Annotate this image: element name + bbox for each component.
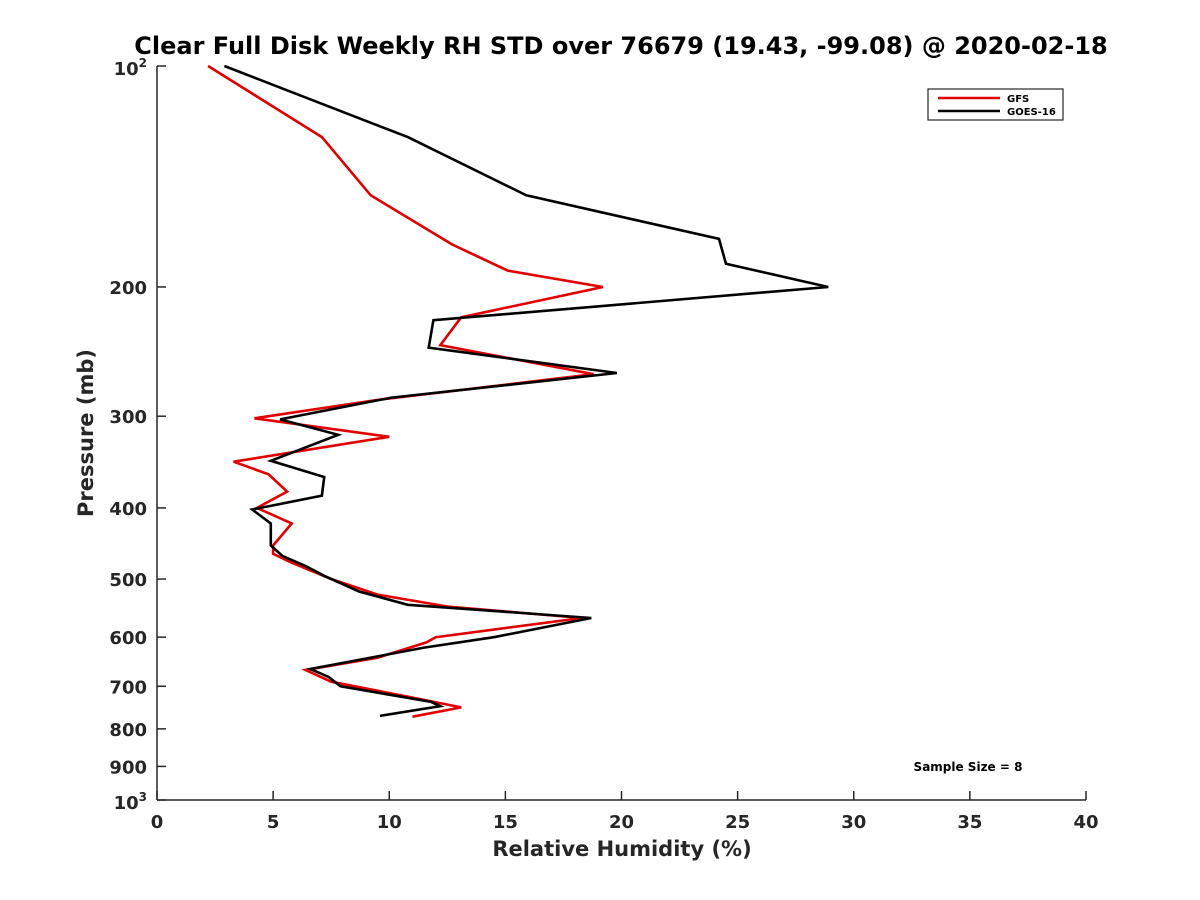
y-tick-label-exponent: 3 bbox=[139, 790, 147, 804]
x-tick-label: 0 bbox=[151, 812, 164, 833]
axes: 0 5 10 15 20 25 30 35 40102200300400500600700800… bbox=[109, 56, 1098, 833]
series-line-goes-16 bbox=[223, 64, 829, 718]
y-tick-label: 600 bbox=[109, 628, 147, 649]
x-tick-label: 25 bbox=[725, 812, 750, 833]
x-tick-label: 15 bbox=[493, 812, 518, 833]
chart-title: Clear Full Disk Weekly RH STD over 76679… bbox=[134, 32, 1107, 60]
x-tick-label: 30 bbox=[841, 812, 866, 833]
y-tick-label: 500 bbox=[109, 570, 147, 591]
series-lines bbox=[207, 64, 829, 718]
x-axis-label: Relative Humidity (%) bbox=[492, 837, 751, 861]
y-tick-label-base: 10 bbox=[114, 59, 139, 80]
legend-box bbox=[927, 88, 1064, 121]
y-tick-label: 300 bbox=[109, 407, 147, 428]
x-tick-label: 10 bbox=[377, 812, 402, 833]
y-axis-label: Pressure (mb) bbox=[74, 349, 98, 517]
y-tick-label: 103 bbox=[114, 790, 147, 814]
y-tick-label: 800 bbox=[109, 720, 147, 741]
legend: GFS GOES-16 bbox=[927, 88, 1064, 121]
y-tick-label: 102 bbox=[114, 56, 147, 80]
y-tick-label: 900 bbox=[109, 757, 147, 778]
x-tick-label: 40 bbox=[1073, 812, 1098, 833]
y-tick-label: 200 bbox=[109, 278, 147, 299]
y-tick-label-exponent: 2 bbox=[139, 56, 147, 70]
x-tick-label: 5 bbox=[267, 812, 280, 833]
y-tick-label: 700 bbox=[109, 677, 147, 698]
x-tick-label: 20 bbox=[609, 812, 634, 833]
sample-size-annotation: Sample Size = 8 bbox=[914, 760, 1023, 774]
y-tick-label: 400 bbox=[109, 499, 147, 520]
y-tick-label-base: 10 bbox=[114, 793, 139, 814]
legend-label-gfs: GFS bbox=[1007, 94, 1029, 105]
x-tick-label: 35 bbox=[957, 812, 982, 833]
legend-label-goes-16: GOES-16 bbox=[1007, 107, 1056, 118]
